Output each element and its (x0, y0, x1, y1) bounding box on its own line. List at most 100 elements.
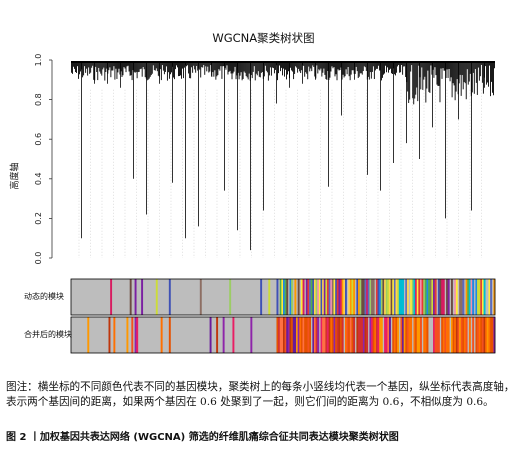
module-strip (450, 317, 453, 353)
module-strip (312, 279, 315, 315)
module-strip (87, 317, 90, 353)
module-strip (416, 279, 419, 315)
module-strip (483, 317, 486, 353)
module-strip (428, 279, 431, 315)
module-strip (344, 317, 347, 353)
module-strip (349, 279, 352, 315)
module-strip (160, 317, 163, 353)
module-strip (292, 317, 295, 353)
module-strip (325, 317, 328, 353)
module-strip (454, 279, 457, 315)
module-strip (485, 317, 488, 353)
module-strip (395, 279, 398, 315)
module-strip (400, 279, 403, 315)
module-strip (351, 317, 354, 353)
module-strip (429, 279, 432, 315)
module-strip (276, 279, 279, 315)
module-strip (278, 317, 281, 353)
module-strip (283, 279, 285, 315)
module-strip (286, 279, 289, 315)
module-strip (305, 317, 308, 353)
module-strip (392, 317, 395, 353)
module-strip (134, 279, 137, 315)
module-strip (305, 279, 308, 315)
module-strip (418, 279, 421, 315)
module-strip (426, 279, 429, 315)
module-strip (294, 279, 297, 315)
module-strip (465, 317, 468, 353)
module-strip (490, 279, 493, 315)
module-strip (393, 279, 396, 315)
module-strip (464, 317, 466, 353)
module-strip (229, 279, 232, 315)
module-strip (447, 317, 450, 353)
module-strip (441, 317, 444, 353)
module-strip (307, 279, 310, 315)
module-strip (250, 317, 253, 353)
module-strip (348, 317, 351, 353)
module-strip (327, 279, 329, 315)
module-strip (470, 279, 473, 315)
module-strip (279, 279, 282, 315)
module-strip (465, 279, 468, 315)
module-strip (291, 279, 294, 315)
module-strip (344, 279, 347, 315)
module-strip (480, 317, 483, 353)
module-strip (402, 279, 404, 315)
module-strip (379, 317, 382, 353)
module-strip (371, 279, 373, 315)
module-strip (372, 279, 375, 315)
module-strip (481, 317, 484, 353)
module-strip (309, 279, 312, 315)
module-strip (450, 279, 453, 315)
module-strip (419, 317, 422, 353)
module-strip (317, 317, 320, 353)
module-strip (395, 317, 398, 353)
module-strip (415, 279, 418, 315)
module-strip (457, 317, 460, 353)
module-strip (389, 317, 391, 353)
module-strip (375, 317, 378, 353)
y-axis: 0.0 0.2 0.4 0.6 0.8 1.0 (34, 54, 53, 265)
module-strip (480, 279, 483, 315)
module-strip (437, 279, 440, 315)
y-tick-label: 1.0 (34, 54, 43, 67)
module-strip (390, 279, 393, 315)
module-strip (400, 317, 403, 353)
module-strip (413, 317, 416, 353)
module-strip (491, 317, 494, 353)
module-strip (434, 279, 437, 315)
module-strip (320, 279, 323, 315)
y-tick-label: 0.8 (34, 93, 43, 106)
module-strip (336, 279, 339, 315)
module-strip (468, 279, 471, 315)
module-strip (408, 317, 411, 353)
module-strip (416, 317, 419, 353)
module-strip (393, 317, 396, 353)
module-strip (424, 317, 427, 353)
module-strip (478, 317, 481, 353)
module-strip (423, 317, 426, 353)
module-strip (481, 279, 484, 315)
module-strip (320, 317, 323, 353)
module-strip (398, 279, 401, 315)
y-tick-label: 0.6 (34, 133, 43, 146)
module-strip (423, 279, 426, 315)
module-strip (472, 317, 475, 353)
module-strip (364, 279, 367, 315)
module-strip (424, 279, 427, 315)
module-strip (136, 317, 139, 353)
dynamic-bar-frame (70, 278, 496, 316)
module-strip (330, 317, 333, 353)
module-strip (462, 317, 465, 353)
module-strip (490, 317, 493, 353)
module-strip (312, 317, 315, 353)
module-strip (361, 279, 364, 315)
module-strip (433, 317, 435, 353)
y-tick-label: 0.0 (34, 252, 43, 265)
module-strip (279, 317, 282, 353)
module-strip (108, 317, 111, 353)
module-strip (367, 279, 370, 315)
module-strip (216, 317, 219, 353)
module-strip (439, 279, 442, 315)
